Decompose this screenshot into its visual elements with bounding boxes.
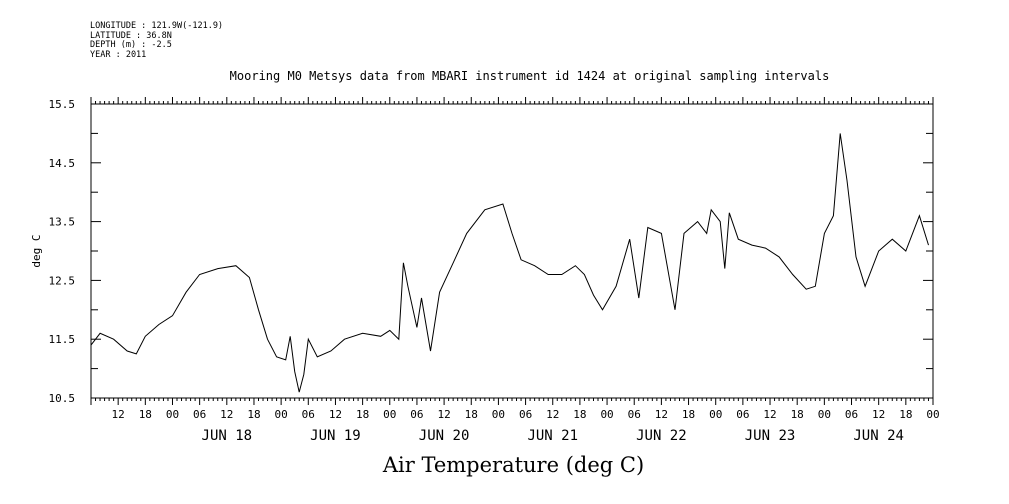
x-tick-label: 12 (329, 408, 342, 421)
x-tick-label: 06 (302, 408, 315, 421)
y-axis-label: deg C (30, 234, 43, 267)
x-tick-label: 00 (818, 408, 831, 421)
day-label: JUN 18 (202, 428, 253, 444)
x-tick-label: 06 (410, 408, 423, 421)
x-tick-label: 00 (383, 408, 396, 421)
x-tick-label: 18 (682, 408, 695, 421)
x-tick-label: 12 (655, 408, 668, 421)
y-tick-label: 14.5 (49, 157, 76, 170)
metadata-block: LONGITUDE : 121.9W(-121.9) LATITUDE : 36… (90, 21, 224, 60)
latitude-text: LATITUDE : 36.8N (90, 30, 172, 41)
x-tick-label: 12 (112, 408, 125, 421)
x-tick-label: 00 (275, 408, 288, 421)
x-tick-label: 00 (166, 408, 179, 421)
x-tick-label: 12 (763, 408, 776, 421)
x-tick-label: 06 (736, 408, 749, 421)
x-tick-label: 12 (872, 408, 885, 421)
x-tick-label: 00 (709, 408, 722, 421)
y-tick-label: 13.5 (49, 216, 76, 229)
day-label: JUN 21 (527, 428, 578, 444)
y-tick-label: 15.5 (49, 98, 76, 111)
depth-text: DEPTH (m) : -2.5 (90, 40, 172, 50)
x-tick-label: 18 (247, 408, 260, 421)
x-tick-label: 12 (437, 408, 450, 421)
chart-title: Mooring M0 Metsys data from MBARI instru… (229, 69, 830, 83)
day-label: JUN 23 (745, 428, 796, 444)
day-label: JUN 19 (310, 428, 361, 444)
y-tick-label: 10.5 (49, 392, 76, 405)
x-tick-label: 18 (791, 408, 804, 421)
longitude-text: LONGITUDE : 121.9W(-121.9) (90, 21, 224, 31)
year-text: YEAR : 2011 (90, 49, 147, 60)
x-tick-label: 06 (845, 408, 858, 421)
x-axis-label: Air Temperature (deg C) (382, 453, 645, 477)
x-tick-label: 06 (519, 408, 532, 421)
x-tick-label: 00 (600, 408, 613, 421)
air-temperature-line (90, 133, 929, 393)
x-tick-label: 18 (899, 408, 912, 421)
day-label: JUN 20 (419, 428, 470, 444)
x-tick-label: 12 (220, 408, 233, 421)
x-tick-label: 06 (193, 408, 206, 421)
x-tick-label: 00 (926, 408, 939, 421)
plot-frame (90, 103, 934, 399)
day-label: JUN 22 (636, 428, 687, 444)
x-tick-label: 18 (465, 408, 478, 421)
y-tick-label: 12.5 (49, 274, 76, 287)
x-tick-label: 18 (139, 408, 152, 421)
x-tick-label: 00 (492, 408, 505, 421)
x-tick-label: 12 (546, 408, 559, 421)
x-tick-label: 18 (573, 408, 586, 421)
day-label: JUN 24 (853, 428, 904, 444)
y-tick-label: 11.5 (49, 333, 76, 346)
x-tick-label: 06 (628, 408, 641, 421)
x-tick-label: 18 (356, 408, 369, 421)
